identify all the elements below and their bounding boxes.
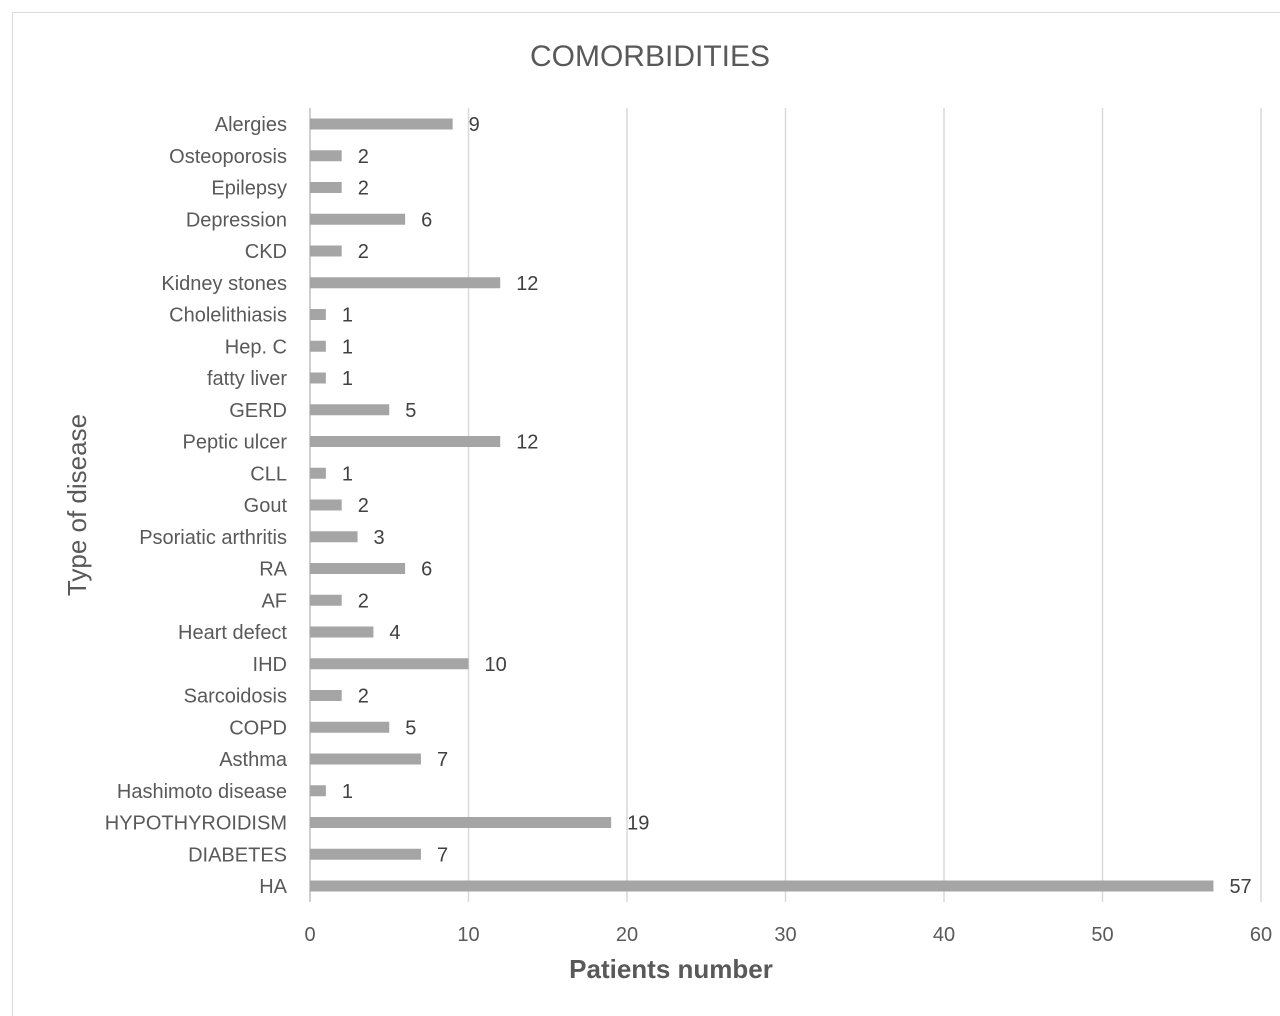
data-label: 1 — [342, 336, 353, 358]
gridlines — [309, 108, 1262, 902]
category-label: Psoriatic arthritis — [139, 527, 287, 549]
data-label: 1 — [342, 781, 353, 803]
bar-3 — [310, 785, 326, 797]
data-label: 2 — [358, 241, 369, 263]
bar-4 — [310, 753, 421, 765]
bar-9 — [310, 594, 342, 606]
data-label: 57 — [1229, 876, 1251, 898]
bar-0 — [310, 880, 1214, 892]
data-label: 12 — [516, 273, 538, 295]
data-label: 1 — [342, 368, 353, 390]
chart-frame — [12, 12, 1280, 1016]
chart-title: COMORBIDITIES — [530, 40, 770, 73]
category-label: Sarcoidosis — [184, 686, 287, 708]
x-tick-label: 60 — [1250, 924, 1272, 946]
data-label: 6 — [421, 559, 432, 581]
category-label: Asthma — [219, 749, 288, 771]
bar-15 — [310, 404, 390, 416]
category-label: Osteoporosis — [169, 146, 287, 168]
category-label: HA — [259, 876, 287, 898]
data-label: 2 — [358, 178, 369, 200]
data-label: 1 — [342, 463, 353, 485]
category-labels: HA DIABETES HYPOTHYROIDISM Hashimoto diseas… — [105, 114, 288, 898]
data-label: 7 — [437, 749, 448, 771]
bar-21 — [310, 213, 406, 225]
data-label: 9 — [469, 114, 480, 136]
bar-12 — [310, 499, 342, 511]
data-label: 4 — [389, 622, 400, 644]
bars — [310, 118, 1214, 892]
data-label: 5 — [405, 717, 416, 739]
category-label: Gout — [244, 495, 288, 517]
category-label: CLL — [250, 463, 287, 485]
category-label: Heart defect — [178, 622, 287, 644]
data-label: 2 — [358, 495, 369, 517]
x-axis-title: Patients number — [569, 954, 773, 984]
data-label: 6 — [421, 209, 432, 231]
category-label: HYPOTHYROIDISM — [105, 813, 287, 835]
bar-5 — [310, 721, 390, 733]
category-label: Hashimoto disease — [117, 781, 287, 803]
category-label: Depression — [186, 209, 287, 231]
category-label: Peptic ulcer — [183, 432, 288, 454]
category-label: fatty liver — [207, 368, 287, 390]
x-tick-label: 0 — [304, 924, 315, 946]
category-label: COPD — [229, 717, 287, 739]
data-label: 3 — [374, 527, 385, 549]
x-tick-label: 50 — [1091, 924, 1113, 946]
bar-18 — [310, 309, 326, 320]
data-label: 19 — [627, 813, 649, 835]
category-label: RA — [259, 559, 287, 581]
y-axis-title: Type of disease — [62, 414, 92, 596]
bar-10 — [310, 563, 406, 574]
bar-22 — [310, 182, 342, 193]
category-label: IHD — [253, 654, 287, 676]
category-label: AF — [261, 590, 287, 612]
bar-14 — [310, 436, 501, 447]
bar-8 — [310, 626, 374, 638]
data-label: 2 — [358, 146, 369, 168]
data-label: 1 — [342, 305, 353, 327]
data-label: 7 — [437, 844, 448, 866]
bar-2 — [310, 817, 612, 828]
bar-11 — [310, 531, 358, 543]
x-tick-label: 40 — [933, 924, 955, 946]
category-label: Hep. C — [225, 336, 287, 358]
bar-7 — [310, 658, 469, 670]
bar-19 — [310, 277, 501, 289]
bar-1 — [310, 848, 421, 860]
bar-24 — [310, 118, 453, 130]
data-label: 2 — [358, 590, 369, 612]
category-label: CKD — [245, 241, 287, 263]
category-label: DIABETES — [188, 844, 287, 866]
bar-13 — [310, 467, 326, 479]
bar-6 — [310, 690, 342, 701]
data-label: 5 — [405, 400, 416, 422]
data-label: 12 — [516, 432, 538, 454]
data-label: 10 — [485, 654, 507, 676]
x-tick-labels: 0 10 20 30 40 50 60 — [304, 924, 1272, 946]
x-tick-label: 30 — [774, 924, 796, 946]
x-tick-label: 10 — [457, 924, 479, 946]
bar-23 — [310, 150, 342, 162]
bar-16 — [310, 372, 326, 384]
data-label: 2 — [358, 686, 369, 708]
category-label: Cholelithiasis — [169, 305, 287, 327]
x-tick-label: 20 — [616, 924, 638, 946]
bar-20 — [310, 245, 342, 257]
category-label: Epilepsy — [211, 178, 287, 200]
category-label: GERD — [229, 400, 287, 422]
category-label: Kidney stones — [161, 273, 287, 295]
category-label: Alergies — [215, 114, 287, 136]
bar-17 — [310, 340, 326, 352]
